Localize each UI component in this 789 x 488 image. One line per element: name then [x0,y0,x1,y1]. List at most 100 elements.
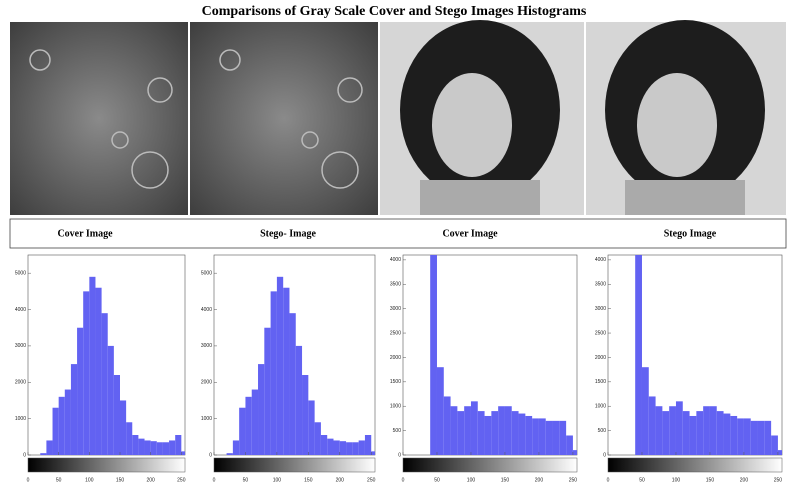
y-tick-label: 5000 [15,271,26,277]
bar [641,367,649,455]
y-tick-label: 0 [603,452,606,458]
bar [289,313,296,455]
y-tick-label: 2000 [15,380,26,386]
bar [443,396,451,455]
bar [352,442,359,455]
chart-title: Cover Image [442,228,498,239]
bar [477,411,485,455]
bar [703,406,710,455]
x-tick-label: 250 [774,477,783,483]
x-tick-label: 100 [85,477,94,483]
y-tick-label: 4000 [595,257,606,263]
y-tick-label: 1000 [390,404,401,410]
bar [662,411,670,455]
bar [518,413,526,455]
bar [771,435,778,455]
x-tick-label: 100 [467,477,476,483]
y-tick-label: 3500 [595,282,606,288]
bar [258,364,265,455]
x-tick-label: 200 [740,477,749,483]
x-tick-label: 150 [501,477,510,483]
x-tick-label: 250 [177,477,186,483]
bar [58,396,65,455]
bar [364,435,372,455]
y-tick-label: 4000 [201,307,212,313]
x-tick-label: 50 [639,477,645,483]
bar [302,375,309,455]
x-tick-label: 250 [367,477,376,483]
y-tick-label: 500 [598,428,607,434]
colorbar [27,457,186,473]
bar [239,407,246,455]
bar [669,406,676,455]
bar [70,364,78,455]
bar [750,420,758,455]
y-tick-label: 0 [23,452,26,458]
bar [709,406,717,455]
x-tick-label: 200 [146,477,155,483]
bar [320,435,328,455]
bar [89,276,96,455]
bar [484,415,492,455]
colorbar [213,457,376,473]
bar [498,406,505,455]
y-tick-label: 1000 [201,416,212,422]
bar [175,435,182,455]
y-tick-label: 2000 [595,355,606,361]
y-tick-label: 2000 [201,380,212,386]
bar [511,411,519,455]
colorbar [402,457,578,473]
bar [635,255,642,455]
bar [138,438,145,455]
x-tick-label: 0 [213,477,216,483]
bar [723,413,731,455]
bar [327,438,334,455]
bar [532,418,539,455]
bar [675,401,683,455]
bar [572,450,577,455]
bar [83,291,90,455]
bar [538,418,546,455]
bar [504,406,512,455]
bar [450,406,458,455]
chart-title: Stego Image [664,228,717,239]
bar [283,287,290,455]
bar [682,411,690,455]
bar [371,451,375,455]
y-tick-label: 3500 [390,282,401,288]
bar [339,441,347,455]
bar [730,415,738,455]
x-tick-label: 250 [569,477,578,483]
bar [64,389,71,455]
y-tick-label: 5000 [201,271,212,277]
x-tick-label: 150 [304,477,313,483]
x-tick-label: 200 [336,477,345,483]
bar [226,453,233,455]
bar [156,442,163,455]
moon-stego-photo [190,22,378,215]
colorbar [607,457,783,473]
bar [232,440,240,455]
y-tick-label: 0 [398,452,401,458]
chart-title: Stego- Image [260,228,316,239]
chart-title: Cover Image [57,228,113,239]
bar [358,440,365,455]
bar [181,451,185,455]
bar [757,420,765,455]
bar [333,440,340,455]
label-box [9,218,787,249]
bar [777,450,782,455]
bar [457,411,465,455]
x-tick-label: 100 [672,477,681,483]
bar [162,442,170,455]
y-tick-label: 1500 [595,379,606,385]
bar [743,418,751,455]
x-tick-label: 150 [116,477,125,483]
x-tick-label: 150 [706,477,715,483]
bar [436,367,444,455]
y-tick-label: 2000 [390,355,401,361]
bar [107,345,114,455]
y-tick-label: 2500 [595,330,606,336]
bar [77,327,84,455]
